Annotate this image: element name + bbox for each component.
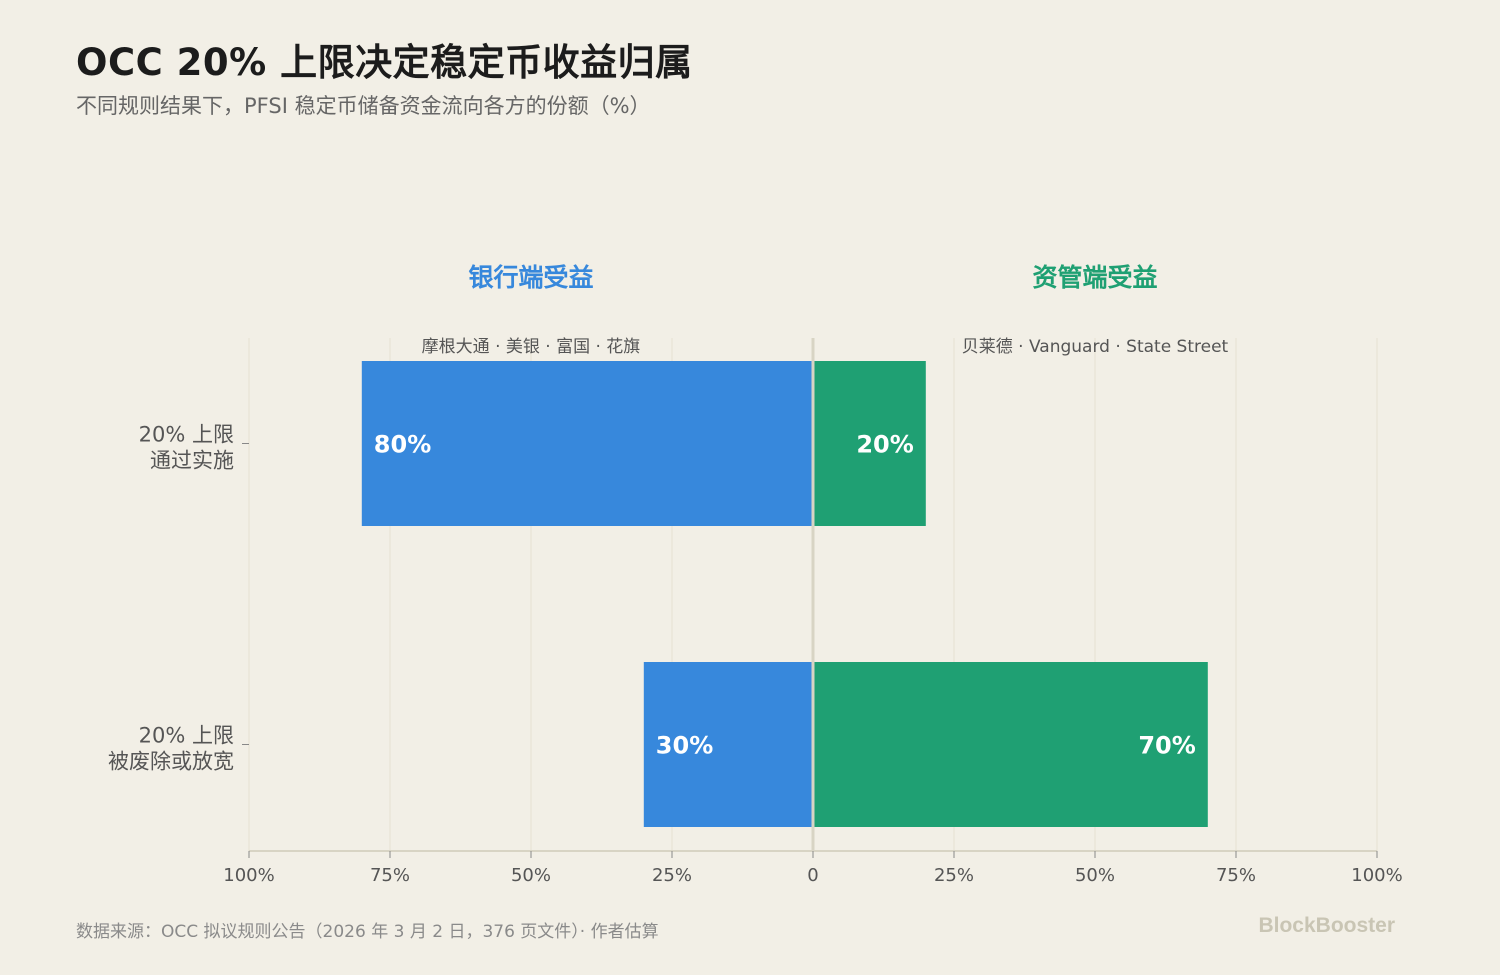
asset-group-members: 贝莱德 · Vanguard · State Street [962,337,1229,357]
asset-bar [813,361,926,526]
x-tick-label: 25% [934,865,974,886]
bank-bar-label: 30% [656,732,713,760]
bank-bar-label: 80% [374,431,431,459]
x-tick-label: 75% [370,865,410,886]
bank-group-header: 银行端受益 [468,263,593,292]
x-tick-label: 50% [511,865,551,886]
x-tick-label: 100% [223,865,274,886]
chart-subtitle: 不同规则结果下，PFSI 稳定币储备资金流向各方的份额（%） [76,94,651,118]
asset-bar [813,662,1208,827]
x-tick-label: 50% [1075,865,1115,886]
category-label-line2: 被废除或放宽 [108,750,234,774]
x-tick-label: 75% [1216,865,1256,886]
bank-group-members: 摩根大通 · 美银 · 富国 · 花旗 [422,337,641,357]
brand-watermark: BlockBooster [1258,914,1395,937]
category-label-line1: 20% 上限 [139,724,234,748]
x-tick-label: 100% [1351,865,1402,886]
data-source-note: 数据来源：OCC 拟议规则公告（2026 年 3 月 2 日，376 页文件）·… [76,922,659,942]
chart-title: OCC 20% 上限决定稳定币收益归属 [76,41,693,84]
x-tick-label: 0 [807,865,818,886]
x-tick-label: 25% [652,865,692,886]
asset-bar-label: 20% [856,431,913,459]
bank-bar [361,361,813,526]
asset-bar-label: 70% [1138,732,1195,760]
asset-group-header: 资管端受益 [1032,263,1157,292]
bank-bar [643,662,813,827]
category-label-line1: 20% 上限 [139,423,234,447]
category-label-line2: 通过实施 [150,449,234,473]
